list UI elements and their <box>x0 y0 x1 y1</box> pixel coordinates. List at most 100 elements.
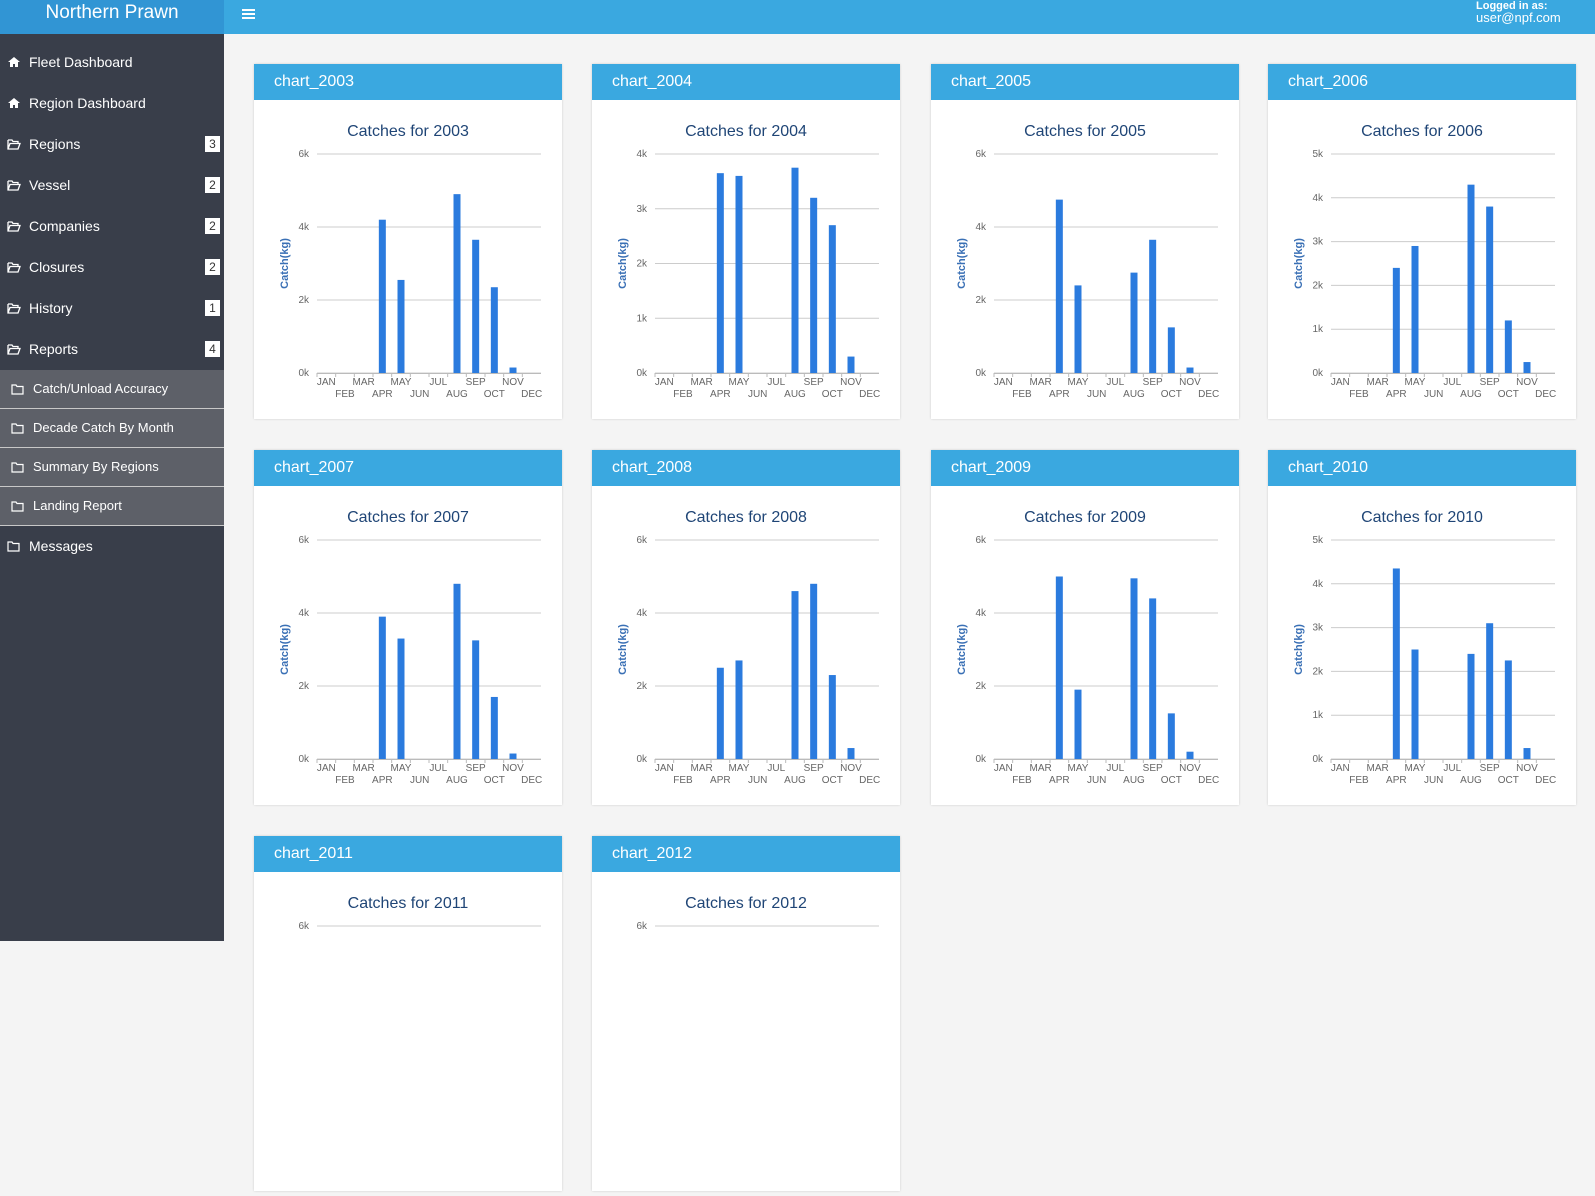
bar <box>791 167 799 373</box>
x-tick-label: AUG <box>1460 389 1482 400</box>
bar <box>1467 184 1475 373</box>
panel-header: chart_2010 <box>1268 450 1576 486</box>
badge: 4 <box>205 341 220 357</box>
bar <box>378 616 386 759</box>
y-tick-label: 5k <box>1312 149 1324 160</box>
sub-nav-item[interactable]: Catch/Unload Accuracy <box>0 370 224 409</box>
sub-nav-item[interactable]: Decade Catch By Month <box>0 409 224 448</box>
y-tick-label: 6k <box>975 149 987 160</box>
nav-label[interactable]: Reports <box>29 341 79 357</box>
user: user@npf.com <box>1476 10 1561 25</box>
bar <box>1074 285 1082 373</box>
nav-item[interactable]: Messages <box>0 526 224 567</box>
bar <box>1055 576 1063 759</box>
badge: 2 <box>205 177 220 193</box>
x-tick-label: DEC <box>859 775 880 786</box>
nav-item[interactable]: Companies 2 <box>0 206 224 247</box>
bar <box>1130 578 1138 759</box>
sub-nav-label[interactable]: Landing Report <box>33 498 122 513</box>
x-tick-label: MAY <box>391 763 412 774</box>
y-tick-label: 6k <box>298 921 310 932</box>
nav-label[interactable]: Regions <box>29 136 81 152</box>
y-axis-label: Catch(kg) <box>279 238 291 289</box>
chart-title: Catches for 2010 <box>1361 509 1483 526</box>
login-info: Logged in as: user@npf.com <box>1476 0 1561 24</box>
sub-nav-item[interactable]: Landing Report <box>0 487 224 526</box>
nav-label[interactable]: Closures <box>29 259 85 275</box>
x-tick-label: JUL <box>767 377 785 388</box>
x-tick-label: DEC <box>859 389 880 400</box>
y-tick-label: 0k <box>975 754 987 765</box>
sub-nav-item[interactable]: Summary By Regions <box>0 448 224 487</box>
x-tick-label: JAN <box>1331 377 1350 388</box>
nav-item[interactable]: Fleet Dashboard <box>0 42 224 83</box>
folder-open-icon <box>7 221 21 232</box>
icon <box>11 462 24 473</box>
icon <box>7 180 21 191</box>
chart: Catches for 20050k2k4k6kCatch(kg)JANFEBM… <box>956 123 1219 400</box>
nav-item[interactable]: Region Dashboard <box>0 83 224 124</box>
chart-title: Catches for 2012 <box>685 895 807 912</box>
nav-label[interactable]: Fleet Dashboard <box>29 54 133 70</box>
bar <box>810 583 818 759</box>
x-tick-label: DEC <box>521 389 542 400</box>
top-bar: Northern Prawn Logged in as: user@npf.com <box>0 0 1595 34</box>
chart-panel: chart_2009 Catches for 2009 0k 2k 4k 6k Catch(… <box>931 450 1239 805</box>
bar <box>1149 598 1157 759</box>
y-tick-label: 0k <box>975 368 987 379</box>
x-tick-label: FEB <box>335 389 355 400</box>
sub-nav-label[interactable]: Catch/Unload Accuracy <box>33 381 169 396</box>
nav-label[interactable]: Region Dashboard <box>29 95 146 111</box>
nav-item[interactable]: Regions 3 <box>0 124 224 165</box>
x-tick-label: DEC <box>521 775 542 786</box>
chart-panel: chart_2003 Catches for 2003 0k 2k 4k 6k Catch(… <box>254 64 562 419</box>
x-tick-label: AUG <box>446 389 468 400</box>
panel-header: chart_2003 <box>254 64 562 100</box>
x-tick-label: OCT <box>1161 389 1182 400</box>
sub-nav-label[interactable]: Decade Catch By Month <box>33 420 174 435</box>
y-tick-label: 1k <box>1312 324 1324 335</box>
chart-panel: chart_2005 Catches for 2005 0k 2k 4k 6k Catch(… <box>931 64 1239 419</box>
x-tick-label: OCT <box>1498 775 1519 786</box>
chart-title: Catches for 2008 <box>685 509 807 526</box>
x-tick-label: MAR <box>691 763 713 774</box>
nav-label[interactable]: Vessel <box>29 177 71 193</box>
x-tick-label: SEP <box>804 763 824 774</box>
menu-toggle[interactable] <box>242 8 255 20</box>
x-tick-label: NOV <box>502 377 524 388</box>
bar <box>1186 751 1194 759</box>
nav-item[interactable]: History 1 <box>0 288 224 329</box>
nav-item[interactable]: Vessel 2 <box>0 165 224 206</box>
x-tick-label: JAN <box>994 763 1013 774</box>
bar <box>735 175 743 373</box>
badge: 2 <box>205 259 220 275</box>
x-tick-label: APR <box>1049 775 1070 786</box>
y-tick-label: 2k <box>1312 280 1324 291</box>
x-tick-label: AUG <box>784 389 806 400</box>
y-tick-label: 1k <box>636 313 648 324</box>
folder-open-icon <box>7 303 21 314</box>
brand[interactable]: Northern Prawn <box>0 0 224 34</box>
panel-header: chart_2006 <box>1268 64 1576 100</box>
x-tick-label: DEC <box>1535 389 1556 400</box>
nav-label[interactable]: Messages <box>29 538 93 554</box>
x-tick-label: AUG <box>1460 775 1482 786</box>
nav-item[interactable]: Reports 4 <box>0 329 224 370</box>
nav-label[interactable]: Companies <box>29 218 100 234</box>
panel-header: chart_2012 <box>592 836 900 872</box>
chart: Catches for 2006 0k 1k 2k 3k 4k 5k Catch(kg) JAN… <box>1293 123 1556 400</box>
sub-nav-label[interactable]: Summary By Regions <box>33 459 159 474</box>
nav-label[interactable]: History <box>29 300 73 316</box>
nav-item[interactable]: Closures 2 <box>0 247 224 288</box>
bar <box>1055 199 1063 373</box>
x-tick-label: JAN <box>317 377 336 388</box>
x-tick-label: JAN <box>1331 763 1350 774</box>
bar <box>1130 272 1138 373</box>
bar <box>847 356 855 373</box>
bar <box>716 667 724 759</box>
x-tick-label: JUN <box>1087 389 1106 400</box>
chart: Catches for 2011 6k <box>298 895 541 932</box>
x-tick-label: JUL <box>1106 377 1124 388</box>
icon <box>7 139 21 150</box>
bar <box>828 675 836 759</box>
